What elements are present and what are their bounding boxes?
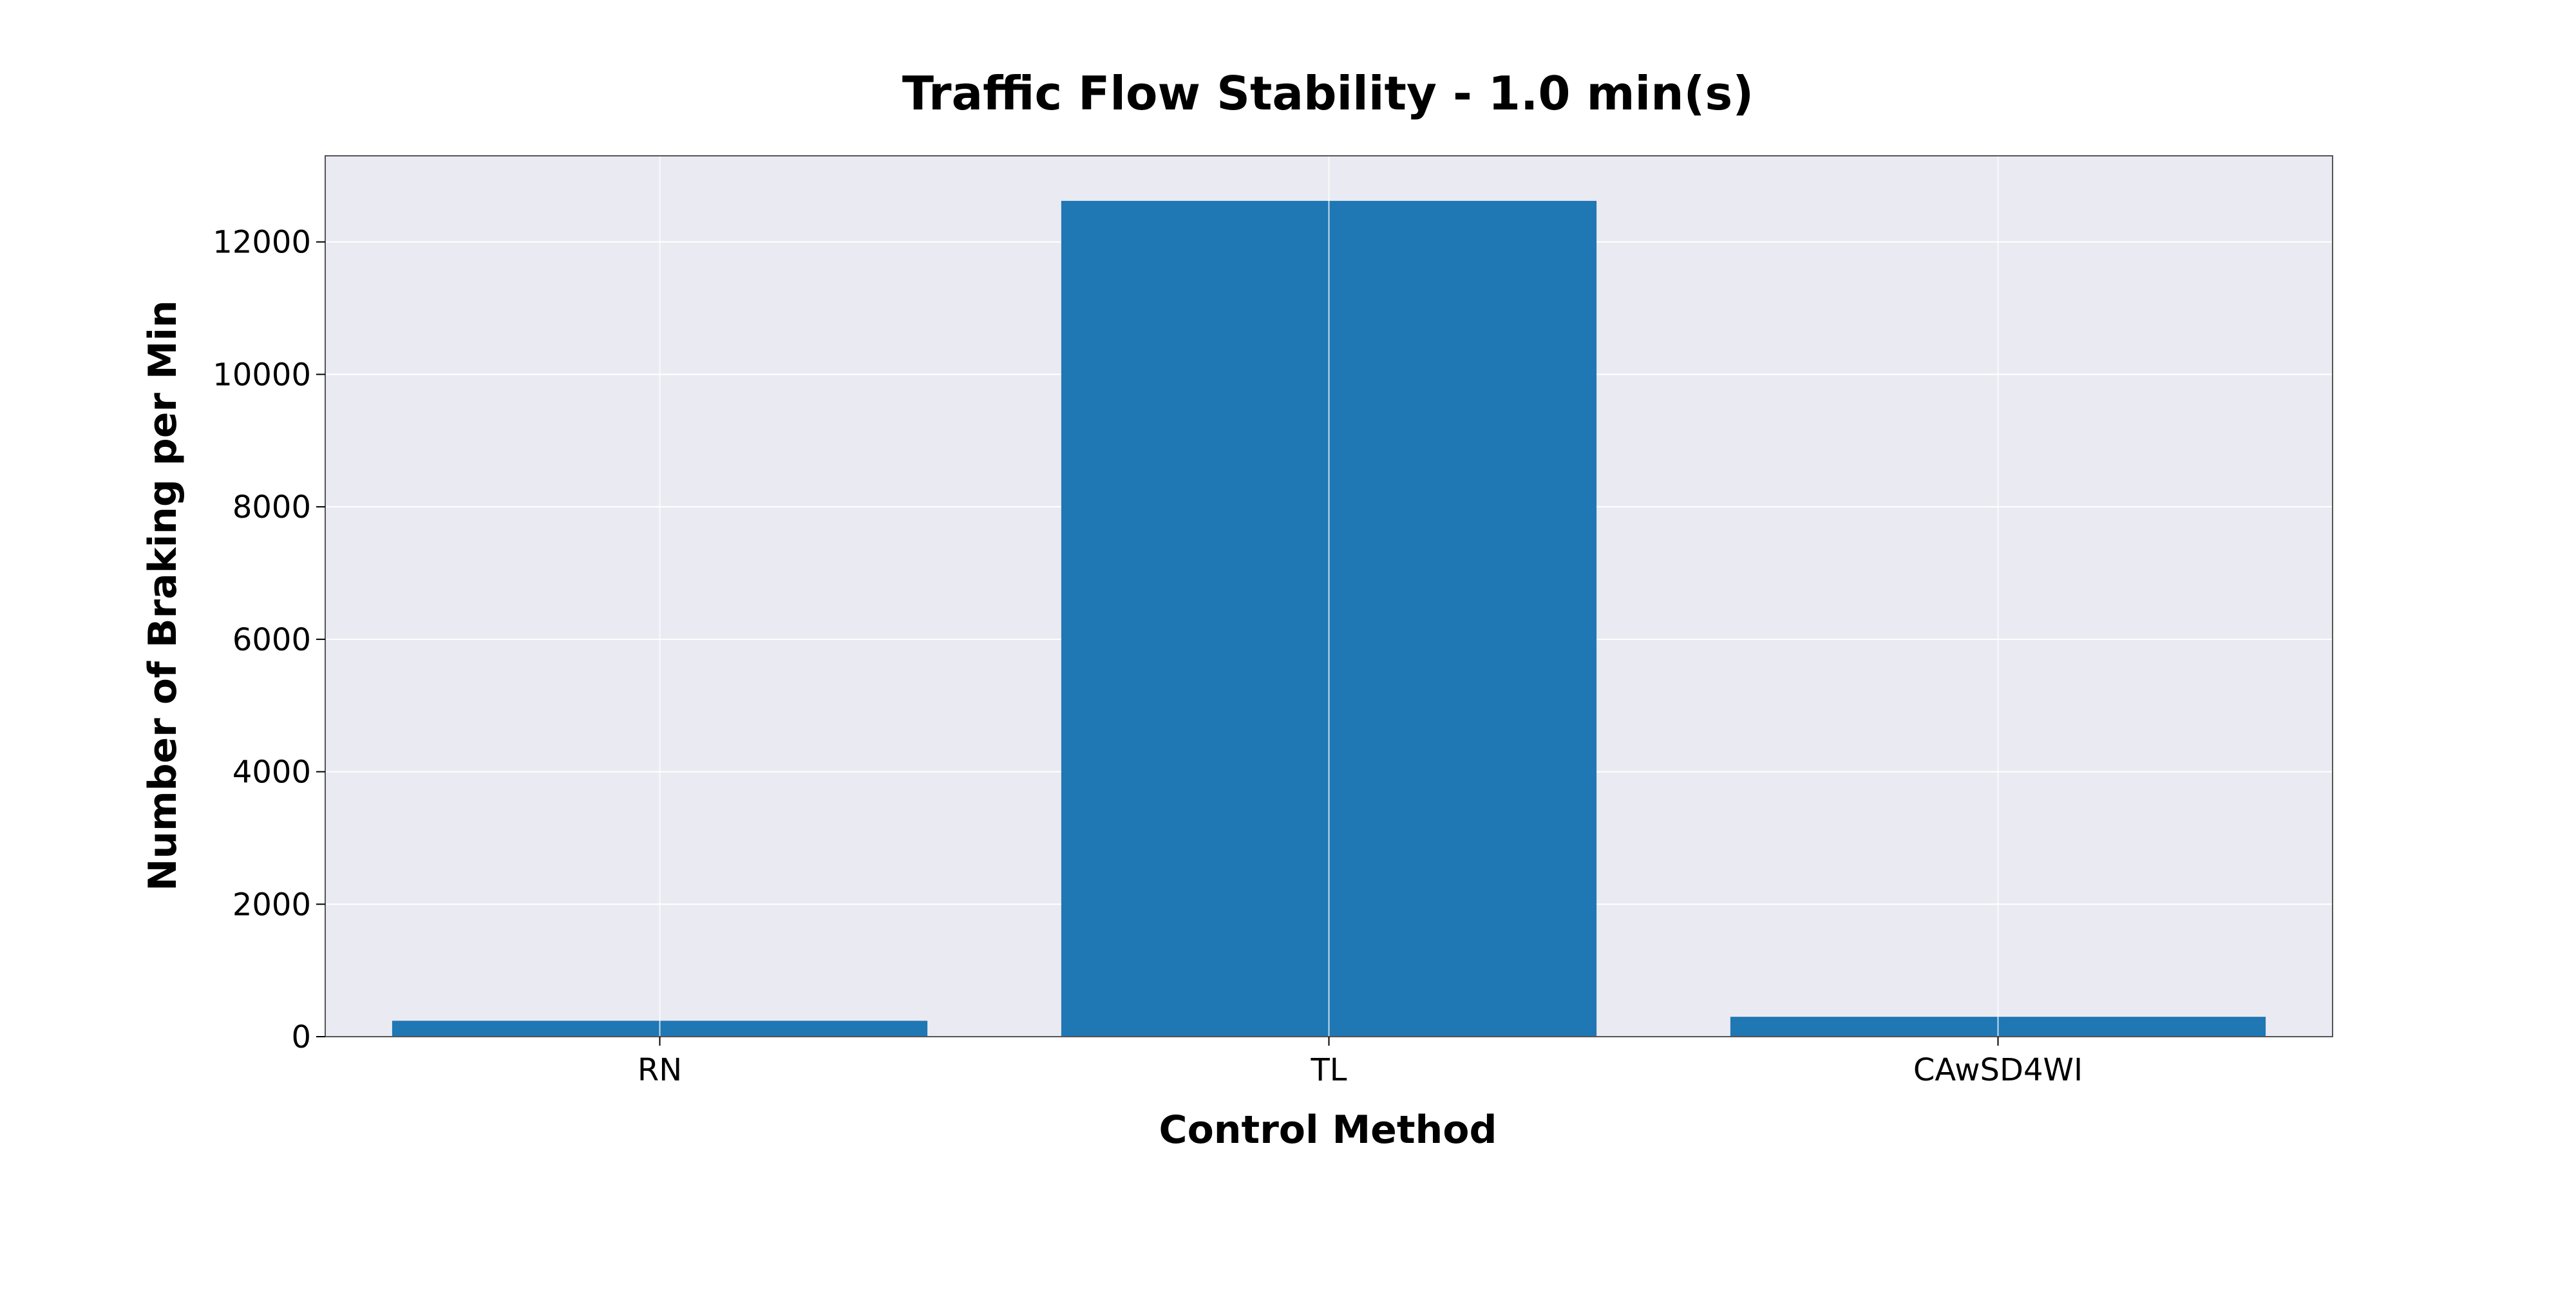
x-tick-label: RN: [638, 1052, 682, 1088]
y-tick-label: 0: [291, 1019, 311, 1055]
x-tick-label: CAwSD4WI: [1913, 1052, 2083, 1088]
x-tick-label: TL: [1310, 1052, 1347, 1088]
y-tick-label: 12000: [213, 225, 311, 261]
vertical-grid-lines: [659, 156, 1999, 1037]
y-tick-label: 4000: [232, 755, 311, 791]
y-tick-label: 8000: [232, 489, 311, 525]
y-tick-label: 10000: [213, 357, 311, 393]
chart-title: Traffic Flow Stability - 1.0 min(s): [902, 66, 1754, 120]
y-axis-ticks: 0 2000 4000 6000 8000 10000 12000: [213, 225, 325, 1055]
y-tick-label: 2000: [232, 887, 311, 923]
y-tick-label: 6000: [232, 622, 311, 658]
x-axis-label: Control Method: [1159, 1107, 1497, 1153]
y-axis-label: Number of Braking per Min: [140, 300, 185, 891]
x-axis-ticks: RN TL CAwSD4WI: [638, 1037, 2083, 1088]
